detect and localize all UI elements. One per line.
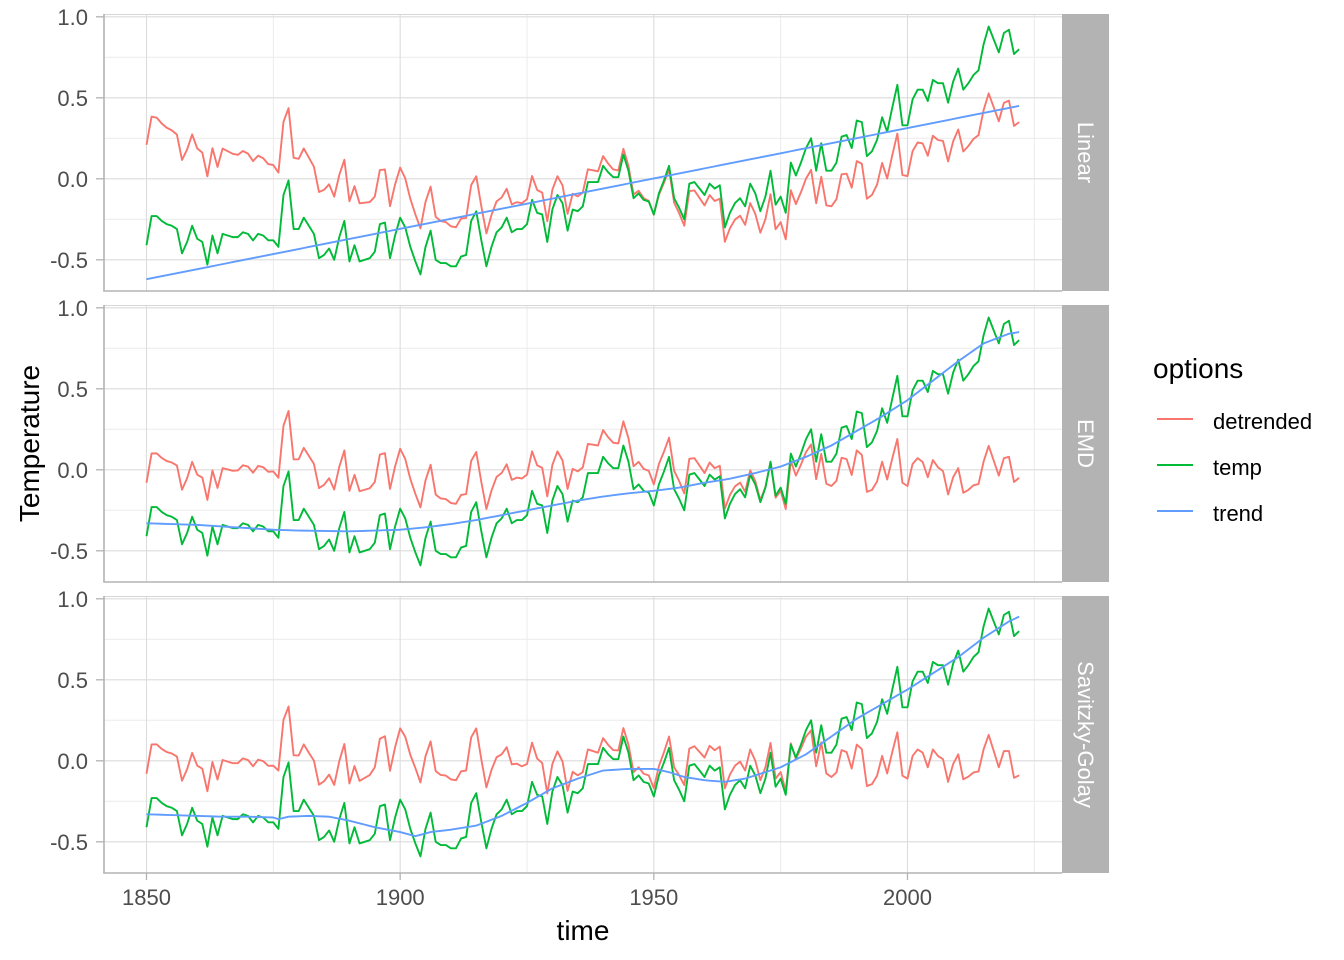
- y-axis-title: Temperature: [14, 365, 45, 522]
- x-tick-label: 2000: [883, 885, 932, 910]
- x-tick-label: 1900: [376, 885, 425, 910]
- series-line-temp: [145, 316, 1020, 567]
- y-tick-label: -0.5: [50, 248, 88, 273]
- y-tick-label: 0.5: [57, 86, 88, 111]
- facet-strip: [1062, 596, 1109, 873]
- series-line-trend: [146, 615, 1020, 838]
- panel-axes: [96, 305, 1062, 583]
- legend-label: temp: [1213, 455, 1262, 480]
- legend: options detrended temp trend: [1153, 353, 1312, 526]
- y-tick-label: 0.5: [57, 668, 88, 693]
- panel-axes: [96, 14, 1062, 292]
- y-tick-label: -0.5: [50, 539, 88, 564]
- x-axis: 1850 1900 1950 2000: [122, 873, 932, 910]
- y-tick-label: 1.0: [57, 587, 88, 612]
- legend-item-detrended: detrended: [1157, 409, 1312, 434]
- panel-savitzky-golay: Savitzky-Golay 1.0 0.5 0.0 -0.5: [50, 587, 1109, 874]
- legend-item-trend: trend: [1157, 501, 1263, 526]
- x-axis-title: time: [557, 915, 610, 946]
- legend-item-temp: temp: [1157, 455, 1262, 480]
- facet-strip-label: Savitzky-Golay: [1073, 661, 1098, 808]
- facet-strip-label: EMD: [1073, 419, 1098, 468]
- facet-strip-label: Linear: [1073, 122, 1098, 183]
- panel-axes: [96, 596, 1062, 874]
- panel-series: [145, 316, 1020, 567]
- series-line-detrended: [145, 410, 1020, 510]
- y-tick-label: -0.5: [50, 830, 88, 855]
- legend-label: detrended: [1213, 409, 1312, 434]
- y-tick-label: 0.0: [57, 749, 88, 774]
- y-tick-label: 0.0: [57, 167, 88, 192]
- y-tick-label: 1.0: [57, 5, 88, 30]
- y-tick-label: 0.5: [57, 377, 88, 402]
- facet-strip: [1062, 305, 1109, 582]
- legend-title: options: [1153, 353, 1243, 384]
- panel-emd: EMD 1.0 0.5 0.0 -0.5: [50, 296, 1109, 583]
- legend-label: trend: [1213, 501, 1263, 526]
- panel-grid: [104, 305, 1062, 582]
- panel-series: [145, 25, 1020, 281]
- panel-linear: Linear 1.0 0.5 0.0 -0.5: [50, 5, 1109, 292]
- panel-grid: [104, 14, 1062, 291]
- y-tick-label: 0.0: [57, 458, 88, 483]
- facet-strip: [1062, 14, 1109, 291]
- series-line-detrended: [145, 705, 1020, 795]
- series-line-temp: [145, 607, 1020, 858]
- series-line-trend: [146, 104, 1020, 281]
- series-line-trend: [146, 331, 1020, 533]
- series-line-temp: [145, 25, 1020, 276]
- x-tick-label: 1950: [629, 885, 678, 910]
- y-tick-label: 1.0: [57, 296, 88, 321]
- x-tick-label: 1850: [122, 885, 171, 910]
- panel-series: [145, 607, 1020, 858]
